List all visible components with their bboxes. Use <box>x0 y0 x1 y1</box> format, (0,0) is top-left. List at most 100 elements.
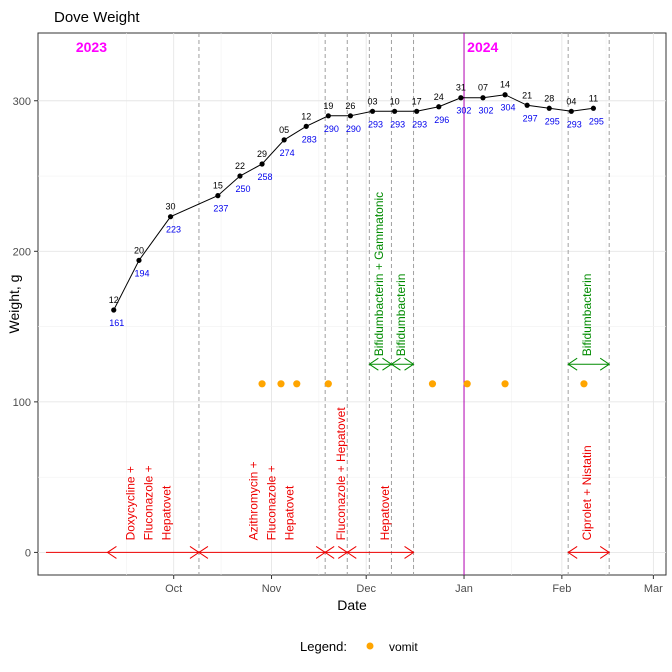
weight-value-label: 290 <box>324 124 339 134</box>
weight-day-label: 11 <box>589 93 598 103</box>
weight-point <box>524 102 530 108</box>
treatment-arrows <box>46 357 611 559</box>
weight-value-label: 258 <box>258 172 273 182</box>
legend-vomit-label: vomit <box>389 640 418 654</box>
legend: Legend: vomit <box>300 639 418 654</box>
treatment-label: Bifidumbacterin + Gammatonic <box>372 192 386 356</box>
x-axis-label: Date <box>337 597 367 613</box>
weight-day-label: 05 <box>279 125 289 135</box>
weight-value-label: 296 <box>434 115 449 125</box>
treatment-label: Hepatovet <box>283 485 297 540</box>
x-tick-label: Jan <box>455 583 473 595</box>
vomit-point <box>580 380 588 388</box>
weight-value-label: 293 <box>390 119 405 129</box>
y-tick-label: 300 <box>13 96 31 108</box>
x-axis: Oct Nov Dec Jan Feb Mar <box>165 575 663 595</box>
weight-point <box>347 113 354 119</box>
weight-point <box>568 108 574 114</box>
weight-point <box>590 105 597 111</box>
weight-day-label: 30 <box>166 202 176 212</box>
weight-day-label: 03 <box>368 96 378 106</box>
weight-day-label: 15 <box>213 181 223 191</box>
treatment-label: Bifidumbacterin <box>580 274 594 357</box>
weight-day-label: 24 <box>434 92 444 102</box>
weight-point <box>136 257 142 263</box>
vomit-point <box>324 380 332 388</box>
treatment-arrow-head-left <box>390 357 401 371</box>
treatment-label: Hepatovet <box>159 485 173 540</box>
plot-panel <box>37 32 667 576</box>
vomit-point <box>258 380 266 388</box>
treatment-label: Bifidumbacterin <box>394 274 408 357</box>
weight-day-label: 31 <box>456 83 466 93</box>
treatment-arrow-head-left <box>324 546 335 559</box>
treatment-arrow-head-right <box>599 546 611 559</box>
vomit-point <box>501 380 509 388</box>
weight-value-label: 194 <box>134 268 149 278</box>
treatment-arrow-head-left <box>346 546 357 559</box>
x-tick-label: Mar <box>644 583 663 595</box>
legend-title: Legend: <box>300 639 347 654</box>
weight-point <box>369 108 376 114</box>
weight-point <box>414 108 420 114</box>
weight-value-label: 161 <box>109 318 124 328</box>
weight-point <box>111 307 117 313</box>
weight-value-label: 297 <box>523 113 538 123</box>
weight-day-label: 21 <box>522 90 532 100</box>
weight-value-label: 295 <box>589 116 604 126</box>
weight-value-label: 302 <box>478 106 493 116</box>
weight-value-label: 290 <box>346 124 361 134</box>
weight-point <box>281 137 287 143</box>
weight-value-label: 295 <box>545 116 560 126</box>
x-tick-label: Nov <box>262 583 282 595</box>
weight-day-label: 12 <box>109 295 119 305</box>
weight-day-label: 17 <box>412 96 422 106</box>
weight-value-label: 293 <box>368 119 383 129</box>
x-tick-label: Oct <box>165 583 182 595</box>
x-tick-label: Feb <box>552 583 571 595</box>
weight-point <box>502 92 508 98</box>
treatment-labels: Doxycycline + Fluconazole + Hepatovet Azith… <box>123 192 594 541</box>
y-tick-label: 100 <box>13 397 31 409</box>
treatment-arrow-head-right <box>404 357 415 371</box>
weight-value-label: 250 <box>235 184 250 194</box>
weight-day-label: 28 <box>544 93 554 103</box>
weight-day-label: 26 <box>345 101 355 111</box>
weight-value-label: 293 <box>567 119 582 129</box>
weight-series: 1216120194302231523722250292580527412283… <box>109 80 604 328</box>
treatment-arrow-head-left <box>567 357 578 371</box>
weight-day-label: 14 <box>500 80 510 90</box>
treatment-label: Hepatovet <box>378 485 392 540</box>
weight-day-label: 20 <box>134 245 144 255</box>
weight-day-label: 19 <box>323 101 333 111</box>
treatment-arrow-head-right <box>599 357 611 371</box>
year-marker-label: 2024 <box>467 39 498 55</box>
weight-point <box>215 193 221 199</box>
vomit-point <box>463 380 471 388</box>
vomit-point <box>277 380 285 388</box>
weight-value-label: 302 <box>456 106 471 116</box>
weight-point <box>480 95 486 101</box>
weight-day-label: 10 <box>390 96 400 106</box>
treatment-arrow-head-left <box>198 546 209 559</box>
weight-day-label: 22 <box>235 161 245 171</box>
vomit-point <box>428 380 437 388</box>
vomit-point <box>293 380 301 388</box>
treatment-label: Fluconazole + Hepatovet <box>334 407 348 541</box>
legend-vomit-marker <box>366 642 374 650</box>
year-markers: 2023 2024 <box>76 39 499 55</box>
weight-value-label: 304 <box>501 103 516 113</box>
weight-point <box>392 108 398 114</box>
treatment-arrow-head-right <box>404 546 415 559</box>
chart-title: Dove Weight <box>54 9 140 26</box>
vomit-points <box>258 380 588 388</box>
weight-point <box>237 173 243 179</box>
treatment-arrow-head-left <box>567 546 578 559</box>
treatment-label: Fluconazole + <box>265 465 279 540</box>
x-tick-label: Dec <box>356 583 376 595</box>
treatment-arrow-head-left <box>368 357 379 371</box>
treatment-boundaries <box>198 33 610 575</box>
weight-day-label: 29 <box>257 149 267 159</box>
y-axis-label: Weight, g <box>6 275 22 334</box>
